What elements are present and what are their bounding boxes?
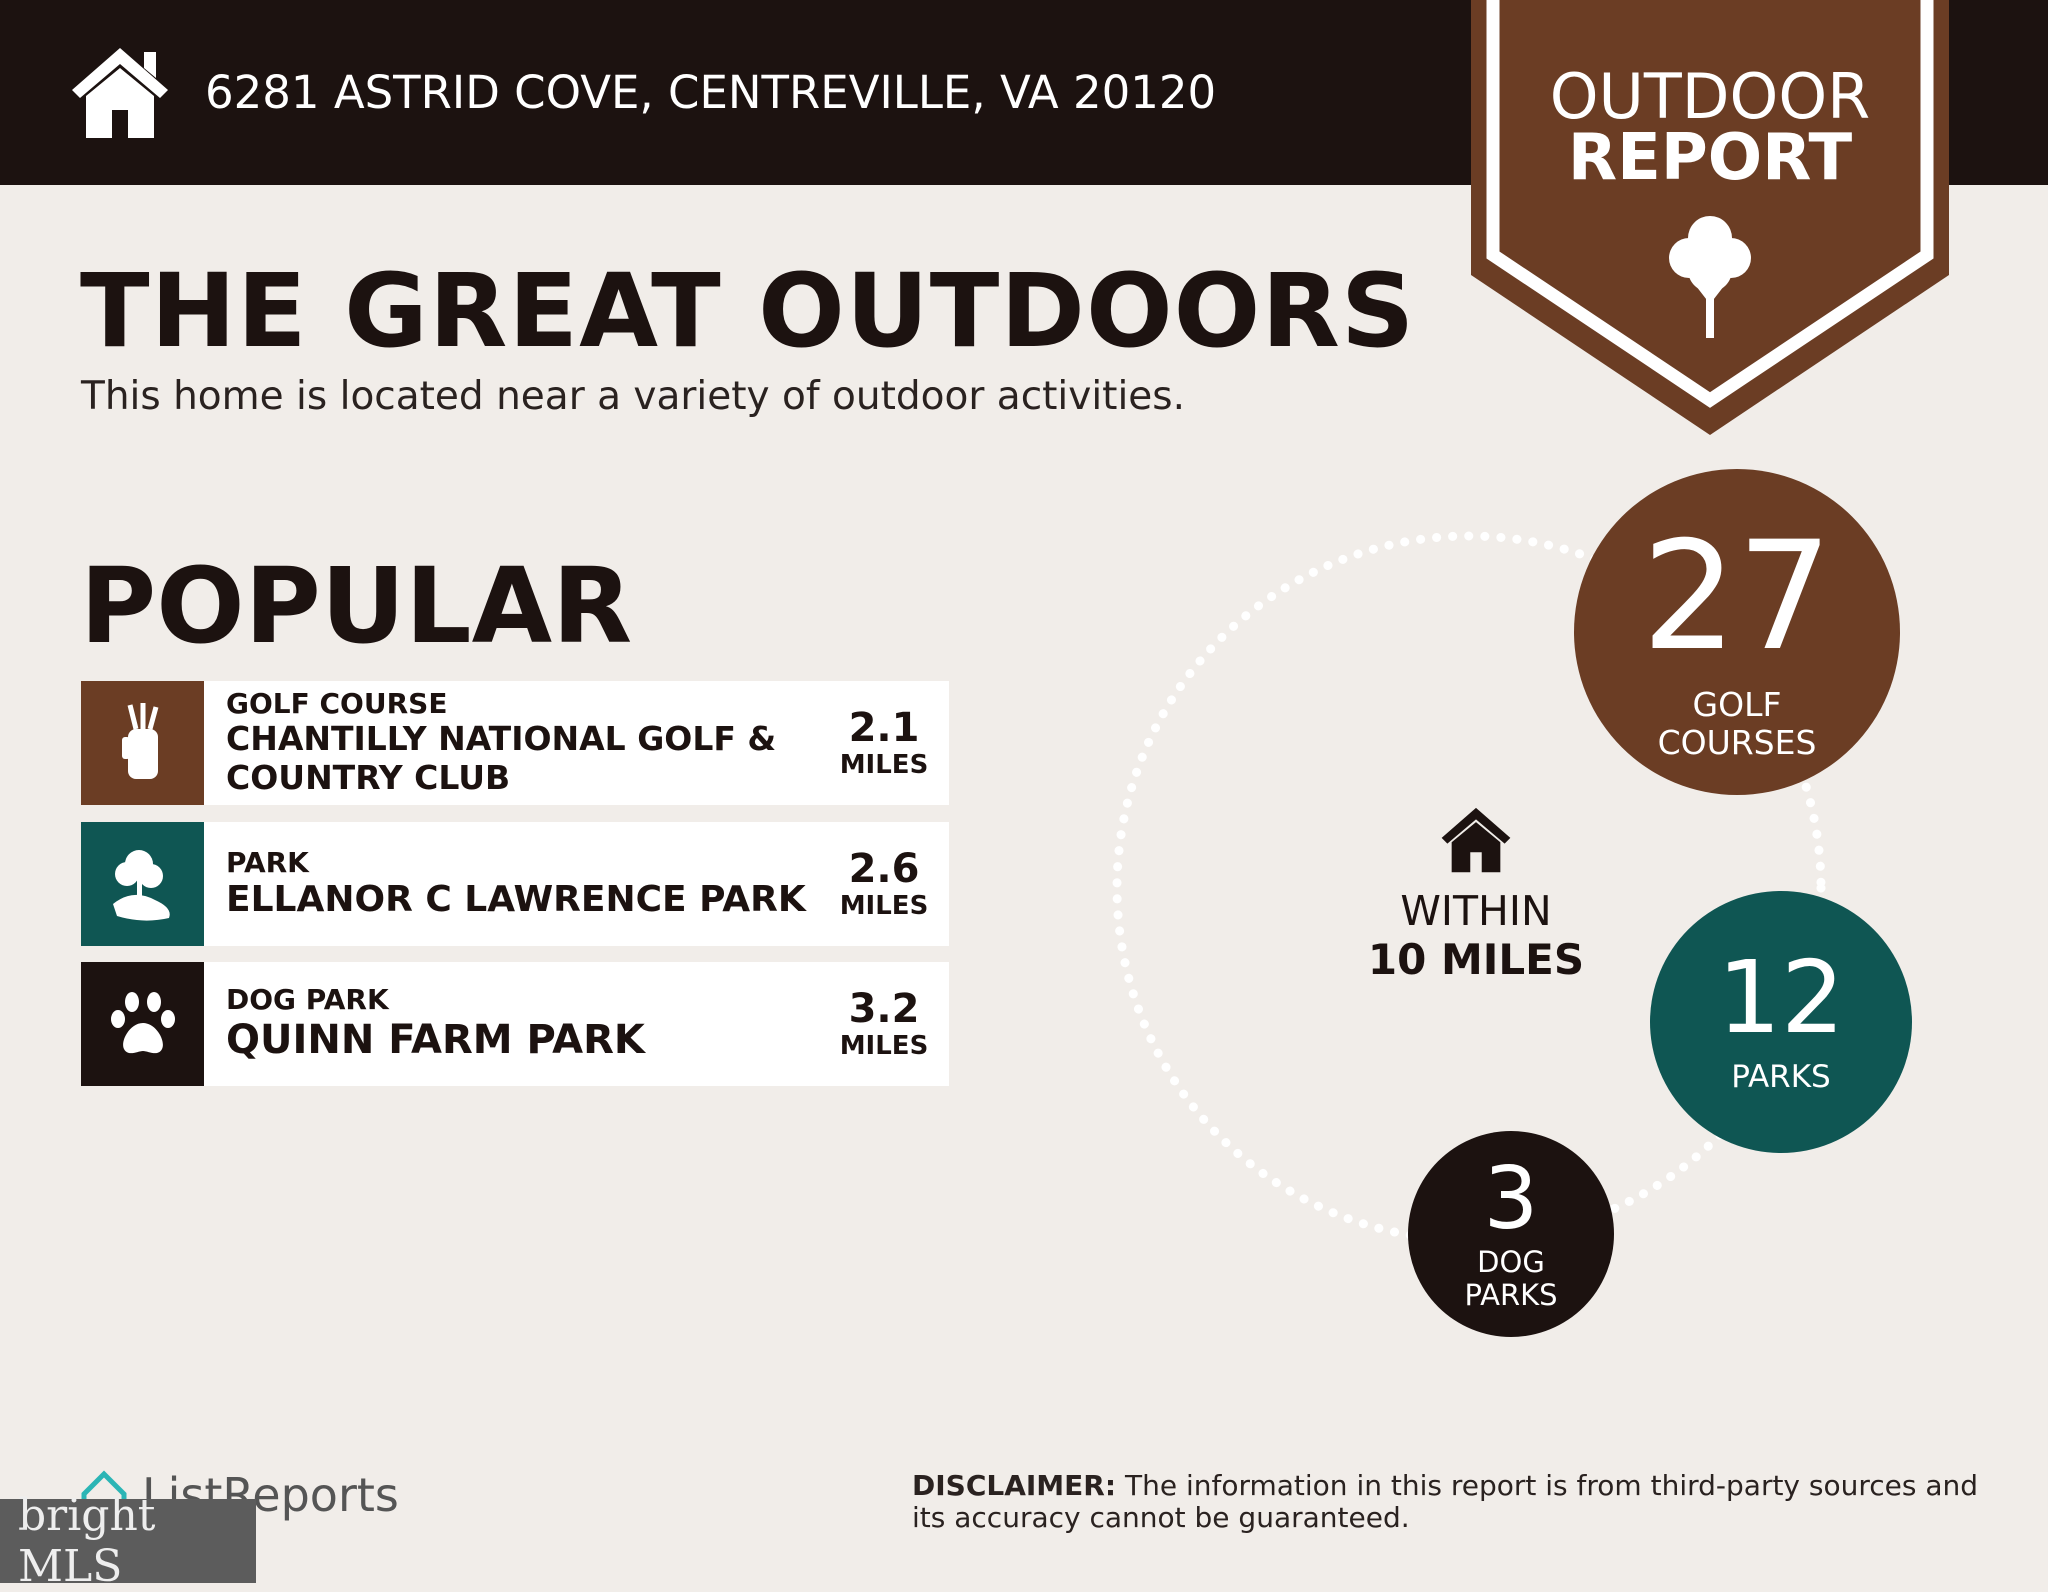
parks-count: 12 — [1717, 939, 1845, 1057]
disclaimer-label: DISCLAIMER: — [912, 1469, 1117, 1502]
golf-count-label1: GOLF — [1692, 685, 1782, 725]
item-name: QUINN FARM PARK — [226, 1016, 645, 1063]
popular-item-dog-park: DOG PARK QUINN FARM PARK 3.2 MILES — [81, 962, 949, 1086]
popular-heading: POPULAR — [80, 545, 633, 667]
page-subtitle: This home is located near a variety of o… — [81, 374, 1186, 419]
tree-icon — [1669, 216, 1751, 338]
paw-icon — [81, 962, 204, 1086]
watermark-text: bright MLS — [18, 1490, 156, 1592]
bright-mls-watermark: bright MLS — [0, 1490, 256, 1592]
golf-count-circle: 27 GOLF COURSES — [1574, 469, 1900, 795]
item-category: PARK — [226, 845, 309, 879]
item-name: CHANTILLY NATIONAL GOLF & COUNTRY CLUB — [226, 719, 777, 798]
golf-bag-icon — [81, 681, 204, 805]
parks-count-circle: 12 PARKS — [1650, 891, 1912, 1153]
item-distance: 2.6 — [848, 846, 920, 892]
popular-item-park: PARK ELLANOR C LAWRENCE PARK 2.6 MILES — [81, 822, 949, 946]
house-icon — [72, 48, 168, 138]
item-name: ELLANOR C LAWRENCE PARK — [226, 878, 806, 920]
disclaimer-text: The information in this report is from t… — [912, 1469, 1979, 1535]
item-category: GOLF COURSE — [226, 686, 448, 720]
item-category: DOG PARK — [226, 983, 389, 1017]
page-title: THE GREAT OUTDOORS — [80, 252, 1416, 371]
golf-count: 27 — [1641, 510, 1833, 685]
golf-count-label2: COURSES — [1657, 723, 1817, 762]
property-address: 6281 ASTRID COVE, CENTREVILLE, VA 20120 — [205, 66, 1217, 119]
home-icon — [1441, 807, 1511, 873]
parks-count-label: PARKS — [1731, 1059, 1831, 1096]
park-tree-icon — [81, 822, 204, 946]
item-unit: MILES — [839, 1031, 929, 1061]
radius-line2: 10 MILES — [1367, 935, 1585, 984]
badge-line1: OUTDOOR — [1549, 60, 1871, 133]
dog-parks-count: 3 — [1483, 1148, 1539, 1249]
dog-parks-label1: DOG — [1477, 1244, 1545, 1279]
item-unit: MILES — [839, 891, 929, 921]
dog-parks-count-circle: 3 DOG PARKS — [1408, 1131, 1614, 1337]
popular-item-golf: GOLF COURSE CHANTILLY NATIONAL GOLF & COU… — [81, 681, 949, 805]
item-unit: MILES — [839, 750, 929, 780]
badge-line2: REPORT — [1567, 121, 1853, 195]
item-distance: 3.2 — [848, 986, 920, 1032]
item-distance: 2.1 — [848, 705, 920, 751]
radius-dotted-circle — [1112, 531, 1826, 1245]
dog-parks-label2: PARKS — [1464, 1278, 1558, 1312]
radius-line1: WITHIN — [1400, 887, 1552, 935]
disclaimer: DISCLAIMER: The information in this repo… — [912, 1469, 1992, 1535]
